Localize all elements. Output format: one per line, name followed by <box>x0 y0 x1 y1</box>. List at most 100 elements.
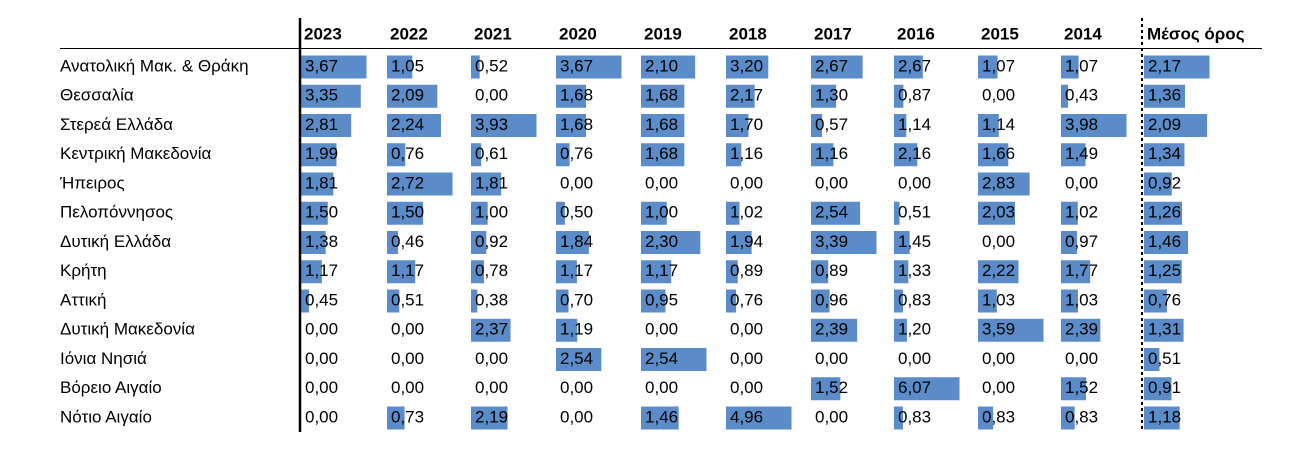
cell-value: 1,45 <box>898 232 931 251</box>
row-label: Δυτική Μακεδονία <box>60 320 195 339</box>
data-bar <box>1144 143 1185 167</box>
data-bar <box>894 201 900 225</box>
data-bar <box>301 84 361 108</box>
cell-value: 0,89 <box>815 261 848 280</box>
column-header: 2022 <box>390 24 428 43</box>
cell-value: 0,87 <box>898 86 931 105</box>
cell-value: 1,66 <box>982 144 1015 163</box>
cell-value: 0,00 <box>730 349 763 368</box>
cell-value: 0,76 <box>560 144 593 163</box>
cell-value: 0,38 <box>475 290 508 309</box>
cell-value: 0,76 <box>730 290 763 309</box>
cell-value: 1,03 <box>982 290 1015 309</box>
data-bar <box>387 201 424 225</box>
data-bar <box>387 172 453 196</box>
data-bar <box>387 114 441 137</box>
cell-value: 0,00 <box>645 320 678 339</box>
data-bar <box>387 55 413 79</box>
data-bar <box>811 55 863 79</box>
cell-value: 0,00 <box>391 378 424 397</box>
cell-value: 2,30 <box>645 232 678 251</box>
data-bar <box>1144 318 1184 342</box>
data-bar <box>811 377 841 401</box>
column-header: 2017 <box>814 24 852 43</box>
data-bar <box>1061 406 1075 430</box>
cell-value: 1,17 <box>305 261 338 280</box>
cell-value: 1,02 <box>1065 203 1098 222</box>
data-bar <box>894 84 904 108</box>
cell-value: 0,00 <box>645 378 678 397</box>
cell-value: 2,24 <box>391 115 424 134</box>
data-bar <box>1061 260 1091 284</box>
cell-value: 1,33 <box>898 261 931 280</box>
data-bar <box>1144 406 1180 430</box>
data-bar <box>726 114 749 137</box>
data-bar <box>301 289 310 313</box>
cell-value: 1,52 <box>1065 378 1098 397</box>
cell-value: 0,61 <box>475 144 508 163</box>
cell-value: 1,05 <box>391 56 424 75</box>
cell-value: 0,97 <box>1065 232 1098 251</box>
cell-value: 0,52 <box>475 56 508 75</box>
cell-value: 0,00 <box>815 407 848 426</box>
cell-value: 0,51 <box>1148 349 1181 368</box>
cell-value: 1,52 <box>815 378 848 397</box>
data-bar <box>301 55 367 79</box>
data-bar <box>726 260 738 284</box>
cell-value: 1,17 <box>391 261 424 280</box>
cell-value: 3,39 <box>815 232 848 251</box>
data-bar <box>387 231 399 254</box>
data-bar <box>894 260 909 284</box>
cell-value: 1,68 <box>560 86 593 105</box>
data-bar <box>1144 84 1186 108</box>
row-label: Κεντρική Μακεδονία <box>60 144 212 163</box>
row-label: Κρήτη <box>60 261 107 280</box>
data-bar <box>978 55 998 79</box>
row-label: Στερεά Ελλάδα <box>60 115 173 134</box>
data-bar <box>556 289 569 313</box>
cell-value: 0,00 <box>982 86 1015 105</box>
cell-value: 1,81 <box>475 173 508 192</box>
data-bar <box>641 348 707 371</box>
cell-value: 1,25 <box>1148 261 1181 280</box>
cell-value: 2,09 <box>391 86 424 105</box>
data-bar <box>1144 377 1172 401</box>
cell-value: 3,93 <box>475 115 508 134</box>
data-bar <box>1144 348 1160 371</box>
data-bar <box>301 172 334 196</box>
data-bar <box>387 143 406 167</box>
data-bar <box>726 201 740 225</box>
cell-value: 1,26 <box>1148 203 1181 222</box>
data-bar <box>301 260 322 284</box>
cell-value: 1,94 <box>730 232 763 251</box>
data-bar <box>387 260 416 284</box>
cell-value: 0,92 <box>1148 173 1181 192</box>
cell-value: 3,67 <box>305 56 338 75</box>
cell-value: 2,22 <box>982 261 1015 280</box>
cell-value: 0,00 <box>305 378 338 397</box>
cell-value: 0,00 <box>560 407 593 426</box>
data-bar <box>1144 172 1172 196</box>
data-bar <box>1061 231 1077 254</box>
cell-value: 1,14 <box>982 115 1015 134</box>
data-bar <box>811 260 829 284</box>
cell-value: 1,50 <box>305 203 338 222</box>
column-header: 2019 <box>644 24 682 43</box>
data-bar <box>641 114 685 137</box>
cell-value: 1,17 <box>645 261 678 280</box>
cell-value: 1,68 <box>645 86 678 105</box>
data-bar <box>301 114 352 137</box>
cell-value: 1,34 <box>1148 144 1181 163</box>
data-bar <box>1061 143 1086 167</box>
data-bar <box>811 318 858 342</box>
data-bar <box>726 55 769 79</box>
data-bar <box>811 114 823 137</box>
data-bar <box>811 143 834 167</box>
data-bar <box>387 84 438 108</box>
column-header: 2015 <box>981 24 1019 43</box>
cell-value: 3,35 <box>305 86 338 105</box>
data-bar <box>641 201 667 225</box>
data-bar <box>726 289 737 313</box>
data-bar <box>811 84 837 108</box>
